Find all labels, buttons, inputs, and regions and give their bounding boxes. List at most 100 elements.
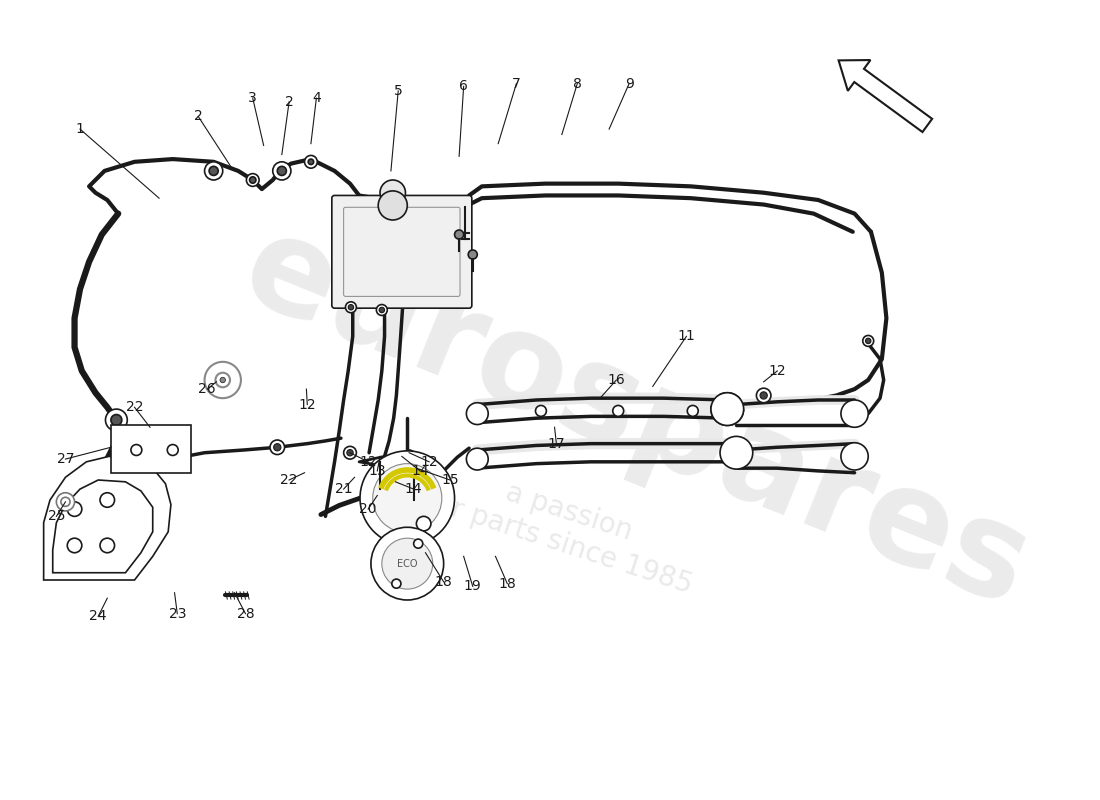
Circle shape — [378, 191, 407, 220]
Circle shape — [205, 162, 222, 180]
Text: 18: 18 — [498, 577, 516, 590]
Circle shape — [417, 516, 431, 531]
Circle shape — [711, 393, 744, 426]
Text: 19: 19 — [464, 579, 482, 594]
Text: 3: 3 — [249, 91, 257, 105]
Circle shape — [349, 305, 353, 310]
Circle shape — [273, 162, 290, 180]
FancyBboxPatch shape — [332, 195, 472, 308]
Circle shape — [536, 406, 547, 416]
Circle shape — [100, 493, 114, 507]
Text: 12: 12 — [298, 398, 316, 411]
Circle shape — [375, 462, 385, 474]
Circle shape — [346, 450, 353, 456]
Text: 25: 25 — [47, 510, 65, 523]
Polygon shape — [53, 480, 153, 573]
Text: 7: 7 — [512, 77, 520, 90]
Circle shape — [131, 445, 142, 455]
Circle shape — [274, 444, 280, 451]
Circle shape — [840, 400, 868, 427]
Text: 20: 20 — [360, 502, 377, 516]
Circle shape — [408, 478, 419, 489]
Circle shape — [392, 579, 400, 588]
Circle shape — [466, 402, 488, 425]
Circle shape — [403, 450, 416, 462]
Text: 14: 14 — [405, 482, 422, 496]
Circle shape — [246, 174, 260, 186]
Text: 17: 17 — [548, 437, 565, 450]
Circle shape — [373, 464, 442, 533]
Circle shape — [406, 453, 412, 459]
Text: 1: 1 — [76, 122, 85, 136]
Circle shape — [67, 538, 81, 553]
Circle shape — [382, 538, 432, 589]
Circle shape — [757, 388, 771, 402]
FancyBboxPatch shape — [343, 207, 460, 296]
Text: 9: 9 — [625, 77, 634, 90]
Circle shape — [379, 307, 385, 313]
Circle shape — [760, 392, 768, 399]
Circle shape — [343, 446, 356, 459]
Circle shape — [862, 335, 873, 346]
Circle shape — [688, 406, 698, 416]
Circle shape — [414, 539, 422, 548]
Text: 26: 26 — [198, 382, 216, 396]
Circle shape — [106, 409, 128, 431]
Circle shape — [205, 362, 241, 398]
Circle shape — [111, 414, 122, 426]
Circle shape — [250, 177, 256, 183]
Text: 2: 2 — [285, 95, 294, 109]
Circle shape — [371, 527, 443, 600]
Text: 12: 12 — [420, 455, 438, 469]
Circle shape — [379, 180, 406, 206]
Circle shape — [305, 155, 317, 168]
Text: a passion
for parts since 1985: a passion for parts since 1985 — [421, 455, 706, 599]
Circle shape — [360, 451, 454, 546]
Text: 18: 18 — [434, 575, 452, 589]
Circle shape — [466, 448, 488, 470]
Text: 11: 11 — [678, 330, 695, 343]
Circle shape — [720, 436, 752, 469]
Text: 5: 5 — [394, 84, 403, 98]
Circle shape — [308, 159, 314, 165]
Text: 8: 8 — [573, 77, 582, 90]
Text: 6: 6 — [459, 79, 469, 94]
Text: 23: 23 — [168, 606, 186, 621]
Circle shape — [469, 250, 477, 259]
Circle shape — [167, 445, 178, 455]
Polygon shape — [44, 456, 170, 580]
Circle shape — [613, 406, 624, 416]
Circle shape — [840, 442, 868, 470]
Text: 12: 12 — [769, 364, 786, 378]
Circle shape — [100, 538, 114, 553]
Circle shape — [277, 166, 286, 175]
Text: 27: 27 — [57, 452, 74, 466]
Circle shape — [60, 498, 70, 506]
Text: 22: 22 — [125, 400, 143, 414]
Text: 15: 15 — [441, 473, 459, 487]
Text: 16: 16 — [607, 373, 625, 387]
FancyArrow shape — [838, 60, 932, 132]
Circle shape — [866, 338, 871, 344]
Bar — [111, 426, 191, 473]
Text: 4: 4 — [312, 91, 321, 105]
Circle shape — [454, 230, 464, 239]
Circle shape — [67, 502, 81, 516]
Circle shape — [216, 373, 230, 387]
Circle shape — [220, 378, 225, 382]
Text: 2: 2 — [194, 110, 202, 123]
Text: 28: 28 — [236, 606, 254, 621]
Circle shape — [209, 166, 218, 175]
Text: eurospares: eurospares — [226, 203, 1047, 634]
Text: 13: 13 — [368, 464, 386, 478]
Text: 24: 24 — [89, 610, 107, 623]
Circle shape — [376, 305, 387, 315]
Circle shape — [270, 440, 285, 454]
Text: 14: 14 — [411, 464, 429, 478]
Text: 12: 12 — [360, 455, 377, 469]
Text: ECO: ECO — [397, 558, 418, 569]
Text: 21: 21 — [334, 482, 352, 496]
Text: 22: 22 — [280, 473, 298, 487]
Circle shape — [345, 302, 356, 313]
Circle shape — [56, 493, 75, 511]
